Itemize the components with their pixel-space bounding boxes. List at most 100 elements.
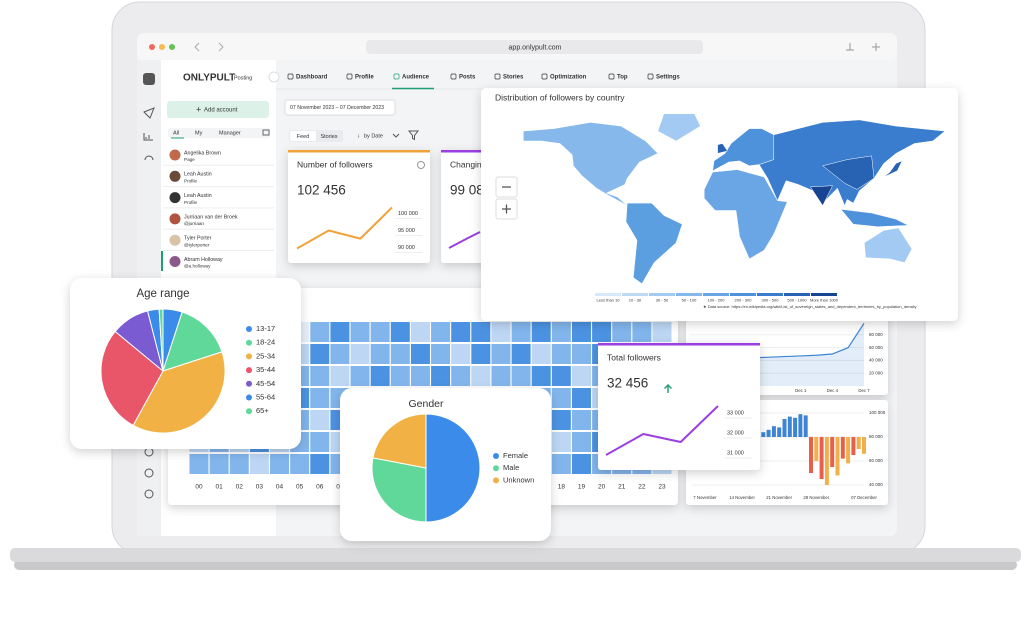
folder-icon[interactable] (262, 129, 270, 136)
legend-label: 300 - 500 (762, 298, 780, 303)
nav-arrows[interactable] (194, 42, 224, 52)
x-tick-label: 28 November (803, 495, 829, 500)
x-tick-label: 04 (276, 484, 284, 491)
x-tick-label: 00 (195, 484, 203, 491)
nav-item[interactable]: Stories (503, 75, 524, 81)
land (625, 202, 683, 285)
rail-icon[interactable] (144, 468, 154, 478)
legend-dot (246, 380, 252, 387)
y-tick-label: 80 000 (869, 434, 883, 439)
legend-swatch (784, 293, 810, 296)
account-handle: Page (184, 157, 195, 162)
nav-item[interactable]: Profile (355, 75, 374, 81)
bar (830, 437, 835, 467)
nav-item[interactable]: Dashboard (296, 75, 328, 81)
card-title: Changing (450, 159, 487, 169)
heat-cell (310, 344, 330, 364)
max-dot[interactable] (169, 44, 175, 50)
bar (809, 437, 813, 473)
legend-dot (246, 367, 252, 374)
land (883, 160, 903, 178)
legend-swatch (649, 293, 675, 296)
pie-slice (100, 330, 164, 427)
add-account-button[interactable] (167, 101, 269, 118)
heat-cell (310, 432, 330, 452)
account-tab[interactable]: Manager (219, 130, 241, 136)
account-name[interactable]: Leah Austin (184, 193, 212, 199)
account-handle: Profile (184, 200, 197, 205)
feed-tab[interactable]: Feed (297, 134, 310, 140)
min-dot[interactable] (159, 44, 165, 50)
feed-tab[interactable]: Stories (320, 134, 337, 140)
legend-label: 100 - 200 (708, 298, 726, 303)
heat-cell (350, 366, 370, 386)
card-title: Number of followers (297, 159, 373, 169)
avatar[interactable] (169, 170, 181, 182)
rail-icon[interactable] (144, 489, 154, 499)
tab-bar (168, 128, 270, 138)
nav-item[interactable]: Audience (402, 75, 430, 81)
avatar[interactable] (169, 234, 181, 246)
heat-cell (632, 322, 652, 342)
avatar[interactable] (169, 192, 181, 204)
land (840, 208, 910, 227)
legend-label: 55-64 (256, 392, 275, 401)
avatar[interactable] (169, 256, 181, 267)
legend-label: Male (503, 463, 519, 472)
collapse-button[interactable] (268, 71, 280, 83)
nav-item[interactable]: Top (617, 75, 628, 81)
heat-cell (511, 344, 531, 364)
account-name[interactable]: Angelika Brown (184, 150, 221, 156)
rail-icons[interactable] (143, 107, 155, 161)
bar (846, 437, 851, 464)
url-box[interactable] (366, 40, 703, 54)
heat-cell (551, 454, 571, 474)
nav-item[interactable]: Posts (459, 75, 476, 81)
avatar[interactable] (169, 213, 181, 225)
avatar[interactable] (169, 149, 181, 161)
account-name[interactable]: Jurriaan van der Broek (184, 214, 238, 220)
nav-item[interactable]: Optimization (550, 75, 587, 81)
heat-cell (471, 322, 491, 342)
close-dot[interactable] (149, 44, 155, 50)
date-picker[interactable] (284, 99, 396, 116)
land (712, 128, 775, 172)
heat-cell (592, 322, 612, 342)
card-total: 102 456 (297, 183, 346, 198)
card-accent (598, 343, 760, 346)
legend-label: 200 - 300 (735, 298, 753, 303)
legend-label: 13-17 (256, 324, 275, 333)
x-tick-label: Dec 1 (795, 388, 807, 393)
heat-cell (471, 366, 491, 386)
heat-cell (390, 344, 410, 364)
y-tick-label: 60 000 (869, 345, 883, 350)
legend-dot (246, 326, 252, 332)
heat-cell (209, 454, 229, 474)
heat-cell (390, 366, 410, 386)
card-accent (288, 150, 430, 153)
add-account-label: Add account (204, 108, 238, 114)
account-name[interactable]: Leah Austin (184, 172, 212, 178)
heat-cell (310, 322, 330, 342)
heat-cell (431, 344, 451, 364)
browser-actions[interactable] (846, 43, 880, 51)
account-handle: @jurriaan (184, 221, 204, 226)
zoom-symbols (502, 186, 511, 214)
nav-item[interactable]: Settings (656, 75, 680, 81)
legend-label: Female (503, 451, 528, 460)
account-name[interactable]: Tyler Porter (184, 236, 212, 242)
pie-slice (158, 308, 164, 372)
account-name[interactable]: Abram Holloway (184, 257, 223, 263)
account-tab[interactable]: All (173, 130, 179, 136)
bar (814, 437, 819, 461)
account-tab[interactable]: My (195, 130, 203, 136)
filter-icons[interactable] (392, 130, 420, 141)
info-icon[interactable] (417, 161, 425, 169)
legend-swatch (757, 293, 783, 296)
sort[interactable]: by Date (364, 133, 383, 139)
legend-dot (246, 394, 252, 401)
legend-dot (246, 339, 252, 346)
line (296, 206, 393, 250)
rail-icon[interactable] (143, 73, 155, 85)
